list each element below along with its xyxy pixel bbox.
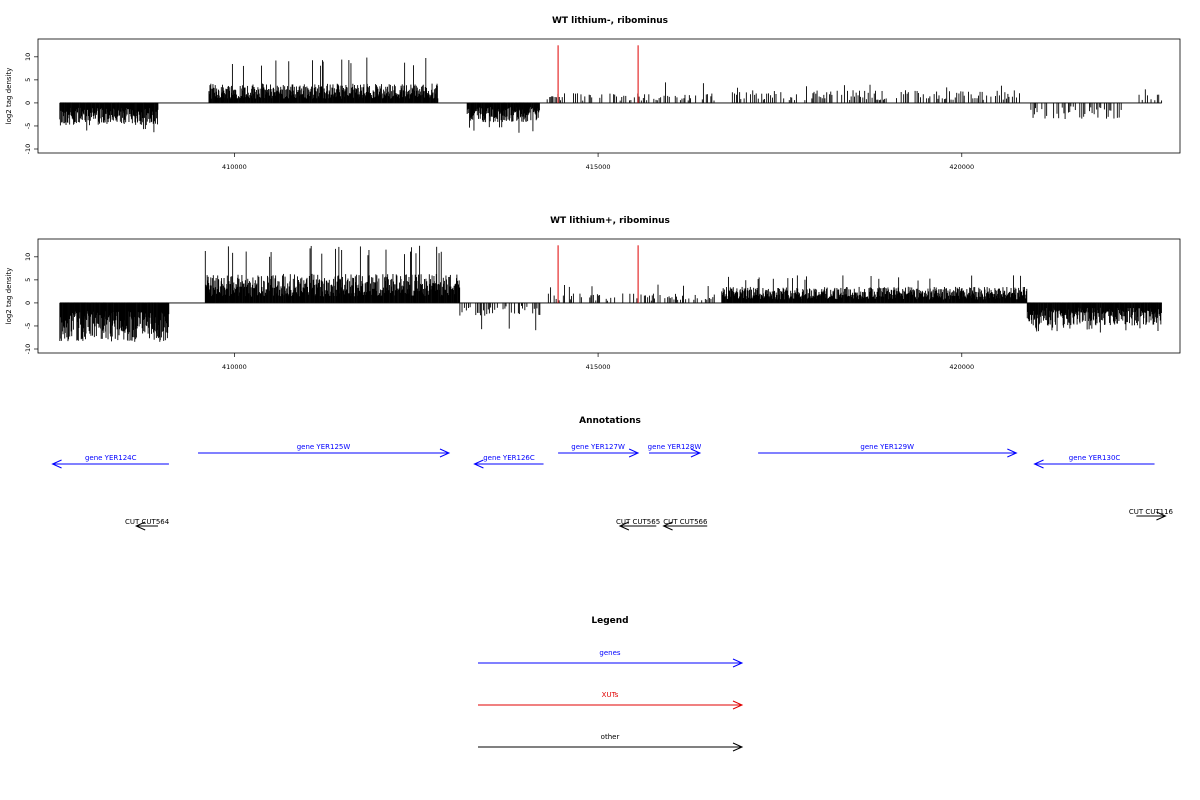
gene-label: gene YER127W [571,443,625,451]
plot-frame [37,38,1181,154]
gene-label: gene YER125W [297,443,351,451]
gene-label: gene YER129W [860,443,914,451]
gene-arrow-head [690,448,702,458]
x-tick-label: 420000 [949,163,974,171]
cut-arrow-head [134,521,146,531]
legend-arrow-head [732,700,744,710]
cut-label: CUT CUT116 [1129,508,1174,516]
y-tick-label: -5 [24,323,32,329]
y-tick-label: 5 [24,278,32,282]
data-bars [59,57,1163,133]
cut-arrow-head [1156,511,1167,521]
y-tick-label: -5 [24,123,32,129]
y-axis-label: log2 tag density [5,268,13,325]
cut-label: CUT CUT565 [616,518,660,526]
legend-label: other [601,733,620,741]
legend-arrow-head [732,742,744,752]
gene-label: gene YER126C [483,454,535,462]
annotations-title: Annotations [579,416,641,426]
legend-title: Legend [591,616,628,626]
panel-2-title: WT lithium+, ribominus [550,216,670,226]
gene-arrow-head [1033,459,1044,469]
legend-label: XUTs [602,691,619,699]
cut-label: CUT CUT566 [663,518,708,526]
plot-frame [37,238,1181,354]
panel-1-title: WT lithium-, ribominus [552,16,668,26]
legend: genes XUTs other [478,649,744,752]
panel-2-plot: -10 -5 0 5 10 log2 tag density 410000 415000 420… [5,238,1181,371]
cut-arrow-head [662,521,673,531]
y-tick-label: 10 [24,53,32,61]
x-tick-label: 410000 [222,163,247,171]
x-tick-label: 415000 [586,163,611,171]
x-tick-label: 420000 [949,363,974,371]
y-axis-label: log2 tag density [5,68,13,125]
gene-label: gene YER130C [1069,454,1121,462]
y-tick-label: 0 [24,101,32,105]
gene-arrow-head [628,448,640,458]
y-tick-label: 5 [24,78,32,82]
data-bars [59,245,1162,342]
x-tick-label: 415000 [586,363,611,371]
gene-arrow-head [439,448,451,458]
panel-1-plot: -10 -5 0 5 10 log2 tag density 410000 415000 420… [5,38,1181,171]
y-tick-label: 10 [24,253,32,261]
legend-label: genes [599,649,620,657]
y-tick-label: -10 [24,344,32,355]
gene-arrow-head [1007,448,1018,458]
gene-label: gene YER128W [648,443,702,451]
x-tick-label: 410000 [222,363,247,371]
y-tick-label: 0 [24,301,32,305]
gene-arrow-head [51,459,62,469]
gene-label: gene YER124C [85,454,137,462]
legend-arrow-head [732,658,744,668]
gene-arrow-head [473,459,484,469]
cut-label: CUT CUT564 [125,518,170,526]
y-tick-label: -10 [24,144,32,155]
annotations-track: gene YER124C gene YER125W gene YER126C gene… [51,443,1174,531]
cut-arrow-head [618,521,630,531]
